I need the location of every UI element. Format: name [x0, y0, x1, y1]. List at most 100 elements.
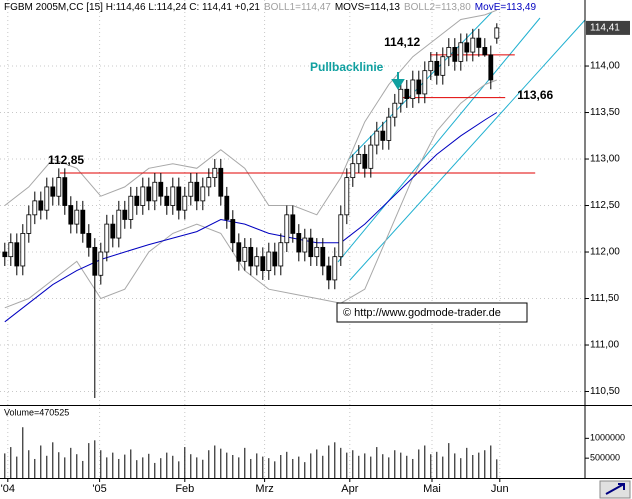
candle-body: [332, 256, 338, 281]
candle-body: [326, 265, 332, 281]
x-tick-label: Mai: [423, 483, 441, 495]
annotation: Pullbacklinie: [310, 60, 384, 74]
candle-body: [32, 200, 38, 216]
candle-body: [86, 233, 92, 248]
candle-body: [182, 195, 188, 211]
indicator-line: [4, 79, 497, 309]
candle-body: [272, 251, 278, 267]
candle-body: [458, 42, 464, 62]
channel-line: [337, 17, 541, 263]
candle-body: [2, 251, 8, 258]
candle-body: [110, 223, 116, 239]
candle-body: [260, 256, 266, 272]
copyright-box: [336, 302, 528, 323]
candle-body: [488, 54, 494, 81]
candle-body: [68, 205, 74, 225]
header-item: FGBM 2005M,CC [15] H:114,46 L:114,24 C: …: [4, 2, 260, 13]
candle-body: [176, 186, 182, 211]
candle-body: [284, 214, 290, 244]
indicator-line: [4, 9, 497, 216]
x-tick-label: '04: [1, 483, 15, 495]
header-item: BOLL1=114,47: [264, 2, 331, 13]
candle-body: [242, 246, 248, 262]
candle-body: [116, 209, 122, 239]
candle-body: [206, 177, 212, 188]
candle-body: [440, 56, 446, 76]
candle-body: [158, 181, 164, 197]
candle-body: [290, 214, 296, 234]
candle-body: [200, 186, 206, 202]
candle-body: [230, 219, 236, 244]
candle-body: [320, 246, 326, 267]
plot: [2, 9, 536, 399]
candle-body: [146, 186, 152, 202]
y-tick-label: 114,00: [590, 61, 620, 72]
candle-body: [446, 47, 452, 58]
candle-body: [476, 37, 482, 48]
candle-body: [14, 242, 20, 267]
level-label: 114,12: [384, 35, 420, 49]
candle-body: [266, 251, 272, 272]
candle-body: [380, 130, 386, 141]
candle-body: [374, 130, 380, 146]
candle-body: [98, 251, 104, 276]
candle-body: [482, 47, 488, 56]
candle-body: [296, 233, 302, 253]
level-label: 112,85: [48, 153, 84, 167]
candle-body: [398, 88, 404, 104]
candle-body: [356, 153, 362, 165]
candle-body: [302, 237, 308, 253]
candle-body: [278, 242, 284, 267]
last-price-label: 114,41: [590, 23, 620, 34]
candle-body: [416, 79, 422, 95]
volume-label: Volume=470525: [4, 407, 69, 417]
volume-tick-label: 1000000: [590, 433, 625, 443]
y-tick-label: 111,00: [590, 340, 620, 351]
candle-body: [494, 27, 500, 39]
y-tick-label: 113,50: [590, 107, 620, 118]
volume-tick-label: 500000: [590, 453, 620, 463]
candle-body: [386, 116, 392, 141]
x-tick-label: Mrz: [255, 483, 273, 495]
copyright: © http://www.godmode-trader.de: [343, 307, 501, 319]
candle-body: [104, 223, 110, 253]
candle-body: [38, 200, 44, 211]
corner-icon-arrow: [605, 483, 625, 495]
header-item: MOVS=114,13: [335, 2, 401, 13]
x-tick-label: Jun: [491, 483, 509, 495]
candle-body: [248, 246, 254, 267]
candle-body: [80, 209, 86, 234]
candle-body: [122, 209, 128, 220]
candle-body: [350, 163, 356, 179]
candle-body: [452, 47, 458, 62]
candle-body: [470, 37, 476, 53]
candle-body: [74, 209, 80, 225]
candle-body: [410, 79, 416, 99]
candle-body: [434, 60, 440, 76]
candle-body: [224, 195, 230, 220]
y-tick-label: 112,50: [590, 200, 620, 211]
candle-body: [170, 186, 176, 206]
candle-body: [392, 102, 398, 118]
candle-body: [404, 88, 410, 99]
y-tick-label: 111,50: [590, 293, 620, 304]
indicator-line: [4, 112, 498, 323]
candle-body: [464, 42, 470, 53]
header-item: MovE=113,49: [475, 2, 537, 13]
candle-body: [218, 167, 224, 197]
candle-body: [314, 246, 320, 258]
candle-body: [92, 246, 98, 276]
annotation-arrow: [391, 72, 405, 90]
header: FGBM 2005M,CC [15] H:114,46 L:114,24 C: …: [4, 2, 536, 13]
candle-body: [164, 195, 170, 206]
candle-body: [344, 177, 350, 216]
candle-body: [50, 186, 56, 197]
candle-body: [194, 181, 200, 202]
candle-body: [8, 242, 14, 258]
level-label: 113,66: [517, 88, 553, 102]
candle-body: [134, 195, 140, 206]
candle-body: [422, 70, 428, 95]
candle-body: [338, 214, 344, 258]
candle-body: [140, 186, 146, 206]
